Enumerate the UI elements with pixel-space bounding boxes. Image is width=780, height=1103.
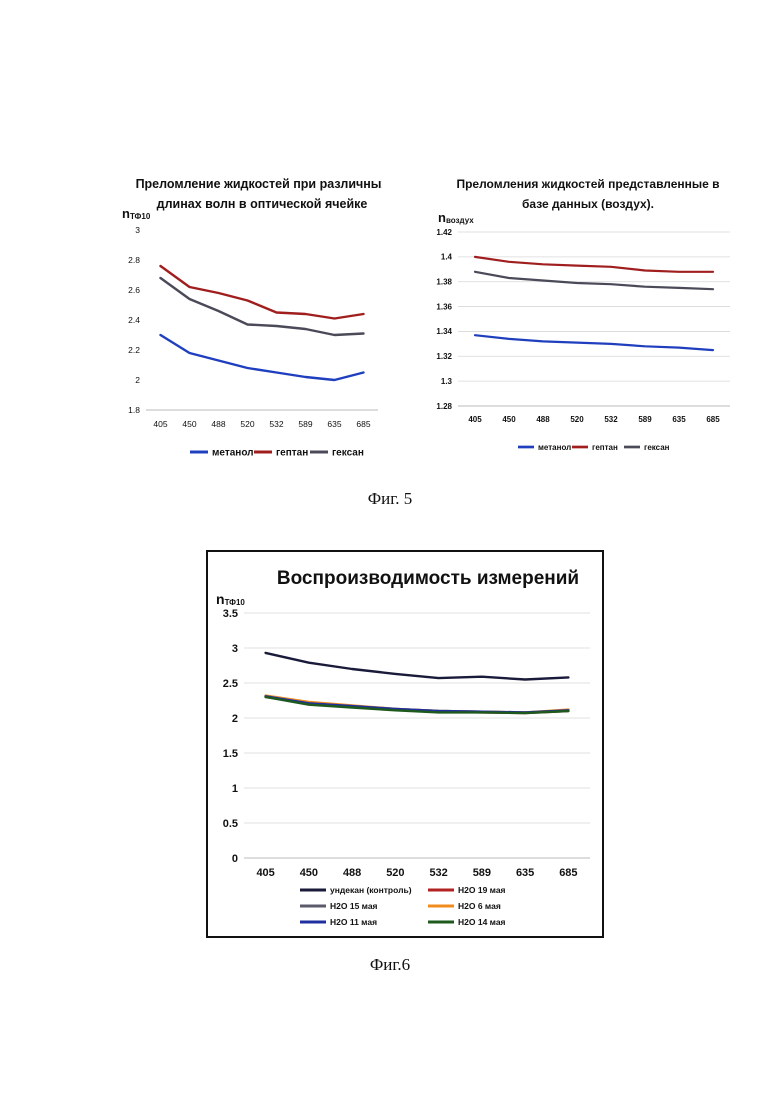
c3-x-tick-6: 635: [516, 867, 534, 879]
c2-y-tick-3: 1.34: [436, 327, 452, 336]
c3-y-tick-7: 3.5: [223, 608, 238, 620]
chart-svg-2: Преломления жидкостей представленные в ба…: [428, 166, 742, 468]
c1-x-tick-4: 532: [269, 419, 283, 429]
c1-y-axis-label: nТФ10: [122, 206, 151, 221]
chart-reproducibility: Воспроизводимость измерений nТФ10 0 0.5 1 1.5…: [206, 550, 604, 938]
c2-x-tick-5: 589: [638, 415, 652, 424]
c1-legend-label-0: метанол: [212, 448, 254, 459]
c1-legend-label-1: гептан: [276, 448, 308, 459]
c1-title-line-1: длинах волн в оптической ячейке: [157, 197, 368, 211]
c3-y-axis-label: nТФ10: [216, 591, 245, 607]
c1-series-line-0: [161, 335, 364, 380]
c2-x-tick-3: 520: [570, 415, 584, 424]
chart-refraction-optical-cell: Преломление жидкостей при различных длина…: [112, 160, 382, 470]
c2-x-tick-4: 532: [604, 415, 618, 424]
figure-6-caption: Фиг.6: [0, 955, 780, 975]
c2-legend-label-1: гептан: [592, 443, 618, 452]
c2-x-tick-1: 450: [502, 415, 516, 424]
c2-y-tick-0: 1.28: [436, 402, 452, 411]
c3-y-tick-5: 2.5: [223, 678, 238, 690]
c1-y-tick-2: 2.2: [128, 345, 140, 355]
c1-x-tick-0: 405: [153, 419, 167, 429]
c1-x-tick-5: 589: [298, 419, 312, 429]
c2-y-tick-7: 1.42: [436, 228, 452, 237]
c3-legend-label-2: H2O 15 мая: [330, 901, 378, 911]
c1-series-line-1: [161, 266, 364, 319]
c2-x-tick-2: 488: [536, 415, 550, 424]
c3-x-tick-7: 685: [559, 867, 577, 879]
c3-x-tick-5: 589: [473, 867, 491, 879]
c3-legend-label-5: H2O 14 мая: [458, 917, 506, 927]
c2-x-tick-0: 405: [468, 415, 482, 424]
c2-y-tick-2: 1.32: [436, 352, 452, 361]
c2-series-line-2: [475, 272, 713, 289]
chart-refraction-database-air: Преломления жидкостей представленные в ба…: [428, 166, 742, 468]
c2-title-line-0: Преломления жидкостей представленные в: [456, 177, 719, 191]
c1-x-tick-7: 685: [356, 419, 370, 429]
c2-y-tick-4: 1.36: [436, 302, 452, 311]
c3-legend-label-1: H2O 19 мая: [458, 885, 506, 895]
c3-y-tick-1: 0.5: [223, 818, 238, 830]
c3-legend-label-4: H2O 11 мая: [330, 917, 377, 927]
c3-x-tick-4: 532: [429, 867, 447, 879]
c1-x-tick-6: 635: [327, 419, 341, 429]
c1-y-tick-3: 2.4: [128, 315, 140, 325]
chart-svg-1: Преломление жидкостей при различных длина…: [112, 160, 382, 470]
c3-y-tick-3: 1.5: [223, 748, 238, 760]
c3-x-tick-3: 520: [386, 867, 404, 879]
chart-svg-3: Воспроизводимость измерений nТФ10 0 0.5 1 1.5…: [208, 552, 602, 936]
c3-y-tick-0: 0: [232, 853, 238, 865]
c3-series-line-0: [266, 653, 569, 680]
c1-x-tick-1: 450: [182, 419, 196, 429]
c2-title-line-1: базе данных (воздух).: [522, 197, 654, 211]
c1-y-tick-1: 2: [135, 375, 140, 385]
c2-legend-label-2: гексан: [644, 443, 670, 452]
figure-5-caption: Фиг. 5: [0, 489, 780, 509]
c3-series-line-5: [266, 697, 569, 713]
c2-x-tick-6: 635: [672, 415, 686, 424]
c3-x-tick-0: 405: [256, 867, 274, 879]
c2-series-line-0: [475, 335, 713, 350]
c3-x-tick-1: 450: [300, 867, 318, 879]
c2-series-line-1: [475, 257, 713, 272]
c3-y-tick-6: 3: [232, 643, 238, 655]
c2-y-tick-6: 1.4: [441, 253, 453, 262]
c1-x-tick-2: 488: [211, 419, 225, 429]
c2-y-axis-label: nвоздух: [438, 210, 474, 225]
c3-legend-label-0: ундекан (контроль): [330, 885, 412, 895]
c2-legend-label-0: метанол: [538, 443, 571, 452]
c2-y-tick-5: 1.38: [436, 278, 452, 287]
c1-y-tick-5: 2.8: [128, 255, 140, 265]
c3-legend-label-3: H2O 6 мая: [458, 901, 501, 911]
c1-y-tick-6: 3: [135, 225, 140, 235]
c1-legend-label-2: гексан: [332, 448, 364, 459]
c1-y-tick-0: 1.8: [128, 405, 140, 415]
c1-title-line-0: Преломление жидкостей при различных: [136, 177, 382, 191]
c3-y-tick-4: 2: [232, 713, 238, 725]
c3-title: Воспроизводимость измерений: [277, 568, 579, 589]
c3-x-tick-2: 488: [343, 867, 361, 879]
c2-x-tick-7: 685: [706, 415, 720, 424]
c1-y-tick-4: 2.6: [128, 285, 140, 295]
c1-x-tick-3: 520: [240, 419, 254, 429]
c2-y-tick-1: 1.3: [441, 377, 453, 386]
c3-y-tick-2: 1: [232, 783, 238, 795]
